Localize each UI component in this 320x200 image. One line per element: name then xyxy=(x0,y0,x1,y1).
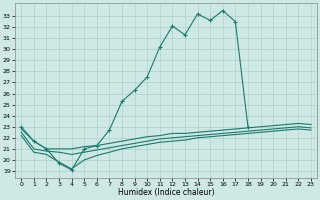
X-axis label: Humidex (Indice chaleur): Humidex (Indice chaleur) xyxy=(118,188,214,197)
